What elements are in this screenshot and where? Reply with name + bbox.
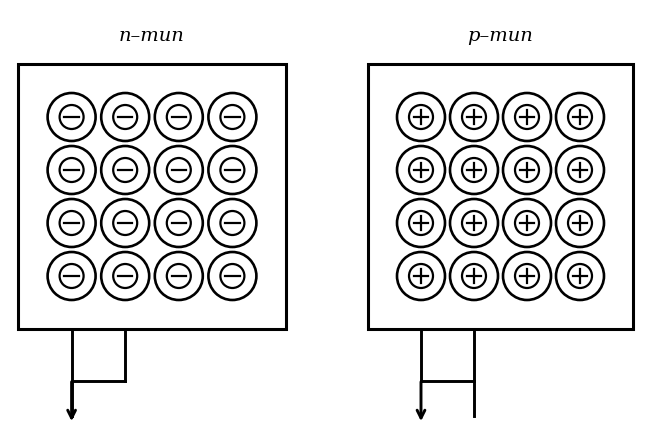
Text: n–тип: n–тип xyxy=(119,27,185,45)
Text: p–тип: p–тип xyxy=(467,27,533,45)
Bar xyxy=(368,64,633,329)
Bar xyxy=(18,64,286,329)
